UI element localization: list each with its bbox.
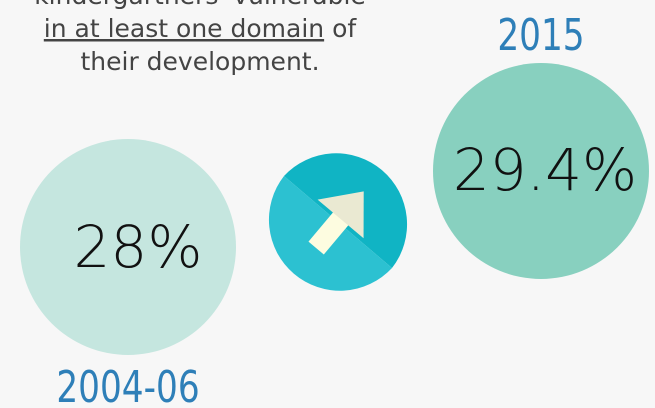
caption-underlined: in at least one domain xyxy=(44,14,324,43)
before-label: 2004-06 xyxy=(56,362,199,408)
arrow-head xyxy=(317,191,364,239)
before-value: 28% xyxy=(74,213,203,281)
arrow xyxy=(308,191,364,255)
after-value: 29.4% xyxy=(453,136,637,204)
after-circle xyxy=(433,63,649,279)
caption-line: in at least one domain of xyxy=(44,14,358,43)
caption-line: kindergartners' vulnerable xyxy=(34,0,366,10)
arrow-icon xyxy=(268,153,408,291)
caption-rest: of xyxy=(332,14,357,43)
arrow-shaft xyxy=(308,210,350,255)
caption-line: their development. xyxy=(80,47,319,76)
before-circle xyxy=(20,139,236,355)
after-label: 2015 xyxy=(497,10,584,61)
